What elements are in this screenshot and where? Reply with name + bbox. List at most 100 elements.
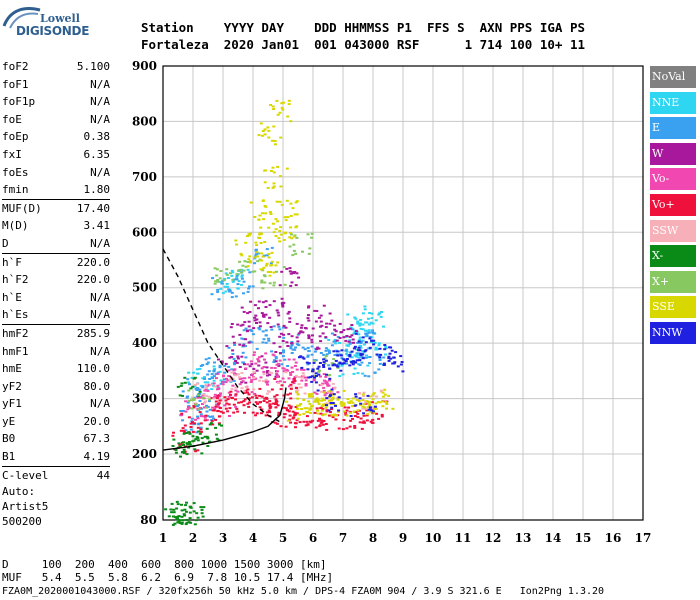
echo-point-nne: [338, 375, 342, 378]
echo-point-e: [185, 396, 189, 399]
echo-point-nne: [373, 341, 377, 344]
echo-point-sse: [331, 414, 335, 417]
echo-point-vo-: [251, 373, 254, 376]
echo-point-sse: [279, 233, 283, 236]
echo-point-x-: [177, 515, 181, 518]
echo-point-vo-: [216, 409, 220, 412]
echo-point-sse: [274, 218, 278, 221]
echo-point-sse: [278, 240, 282, 243]
echo-point-vo-: [183, 424, 187, 427]
param-value: 1.80: [83, 183, 111, 197]
echo-point-vo-: [252, 354, 256, 356]
echo-point-vo-: [275, 363, 279, 366]
echo-point-vo-: [253, 351, 256, 354]
echo-point-x-: [295, 236, 299, 239]
echo-point-e: [216, 290, 220, 293]
logo-swoosh-icon: [2, 7, 41, 29]
echo-point-e: [307, 350, 311, 353]
echo-point-sse: [328, 390, 332, 393]
echo-point-ssw: [330, 391, 334, 394]
echo-point-w: [313, 309, 317, 312]
echo-point-x-: [188, 505, 192, 508]
param-value: N/A: [90, 290, 110, 304]
echo-point-e: [186, 378, 190, 381]
echo-point-e: [270, 350, 274, 353]
legend-item-vo-: Vo+: [650, 193, 696, 216]
echo-point-sse: [352, 410, 356, 413]
echo-point-ssw: [240, 372, 244, 374]
echo-point-ssw: [297, 376, 301, 379]
echo-point-nne: [374, 319, 378, 322]
echo-point-vo-: [286, 393, 290, 396]
echo-point-sse: [308, 395, 311, 398]
echo-point-e: [360, 356, 364, 359]
echo-point-nnw: [322, 358, 326, 361]
echo-point-sse: [275, 99, 279, 102]
echo-point-vo-: [181, 427, 185, 430]
echo-point-sse: [289, 226, 293, 229]
echo-point-nnw: [329, 394, 332, 397]
echo-point-w: [319, 314, 323, 317]
echo-point-vo-: [262, 370, 266, 373]
echo-point-sse: [313, 400, 317, 403]
echo-point-x-: [185, 453, 189, 456]
echo-point-e: [186, 395, 190, 398]
echo-point-nne: [346, 313, 350, 316]
echo-point-vo-: [362, 421, 366, 424]
echo-point-sse: [307, 393, 311, 396]
echo-point-vo-: [370, 401, 374, 404]
echo-point-nnw: [328, 377, 332, 380]
echo-point-e: [191, 422, 195, 425]
echo-point-vo-: [217, 422, 221, 425]
param-label: fxI: [2, 147, 22, 161]
echo-point-nnw: [331, 402, 335, 404]
echo-point-nne: [346, 354, 350, 357]
echo-point-vo-: [274, 403, 278, 405]
echo-point-ssw: [244, 386, 248, 389]
echo-point-nnw: [307, 362, 311, 365]
echo-point-sse: [259, 232, 263, 235]
echo-point-nne: [219, 287, 223, 290]
echo-point-e: [207, 370, 211, 373]
echo-point-nne: [356, 320, 360, 323]
echo-point-sse: [248, 260, 252, 263]
echo-point-ssw: [234, 386, 238, 389]
echo-point-e: [207, 357, 211, 360]
echo-point-nne: [359, 327, 363, 330]
echo-point-vo-: [180, 414, 184, 417]
echo-point-nne: [212, 365, 216, 368]
echo-point-x-: [184, 510, 188, 513]
echo-point-nne: [377, 313, 381, 316]
echo-point-e: [367, 375, 371, 378]
echo-point-sse: [276, 261, 280, 264]
echo-point-e: [201, 386, 205, 389]
echo-point-vo-: [356, 416, 360, 419]
echo-point-w: [279, 352, 282, 355]
echo-point-x-: [187, 431, 191, 434]
legend-item-nnw: NNW: [650, 321, 696, 344]
echo-point-w: [333, 333, 337, 336]
echo-point-nne: [378, 312, 382, 315]
echo-point-sse: [270, 251, 274, 254]
echo-point-x-: [275, 270, 278, 273]
echo-point-vo-: [227, 375, 231, 377]
echo-point-e: [368, 356, 372, 358]
echo-point-w: [310, 338, 314, 341]
echo-point-vo-: [283, 413, 287, 416]
echo-point-w: [286, 312, 290, 315]
echo-point-sse: [271, 166, 275, 169]
echo-point-vo-: [324, 392, 328, 395]
echo-point-vo-: [203, 416, 207, 419]
echo-point-nnw: [359, 353, 363, 356]
echo-point-ssw: [205, 387, 208, 389]
echo-point-w: [289, 284, 293, 287]
param-separator: [2, 465, 110, 467]
echo-point-e: [240, 337, 244, 340]
echo-point-vo-: [276, 370, 279, 373]
echo-point-sse: [323, 413, 327, 416]
echo-point-ssw: [205, 394, 209, 397]
echo-point-vo-: [247, 405, 251, 408]
echo-point-nnw: [342, 358, 346, 361]
echo-point-x-: [200, 437, 204, 440]
echo-point-x-: [324, 355, 328, 357]
